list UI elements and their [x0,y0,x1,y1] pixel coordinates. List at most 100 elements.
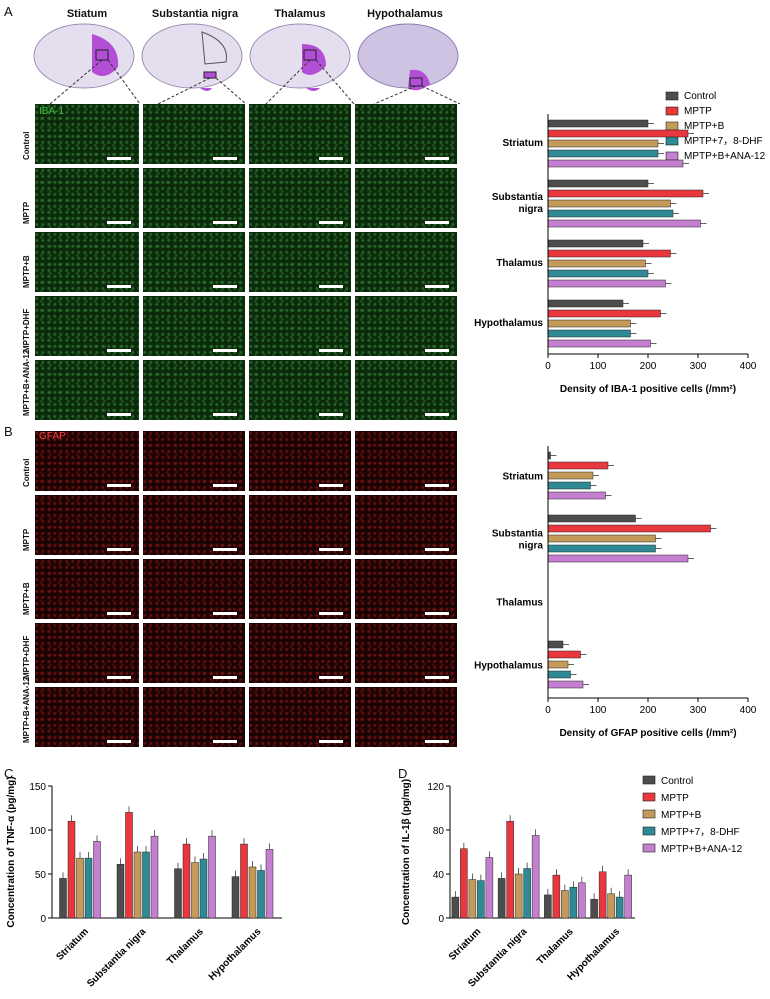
legend-swatch-3 [665,136,679,146]
scale-bar [425,349,449,352]
bar [624,874,632,919]
bar [547,329,631,338]
legend-label-1: MPTP [661,793,689,804]
category-label: nigra [519,204,544,215]
micrograph-r4-c1 [143,360,245,420]
bar [547,209,674,218]
scale-bar [425,548,449,551]
scale-bar [213,413,237,416]
bar [615,896,624,919]
scale-bar [213,484,237,487]
x-axis-title: Density of GFAP positive cells (/mm²) [559,728,736,739]
row-label-2: MPTP+B [22,255,31,288]
bar [485,857,494,919]
micrograph-r3-c3 [355,296,457,356]
bar [67,820,76,919]
row-label-4: MPTP+B+ANA-12 [22,349,31,416]
region-header-hypothalamus: Hypothalamus [367,8,443,20]
category-label: Hypothalamus [474,661,543,672]
x-tick-label: 100 [590,705,607,716]
row-label-0: Control [22,458,31,487]
micrograph-r3-c2 [249,623,351,683]
y-tick-label: 0 [40,914,46,925]
legend-swatch-0 [665,91,679,101]
y-tick-label: 0 [438,914,444,925]
category-label: Striatum [502,138,543,149]
x-tick-label: Striatum [447,926,484,963]
bar [590,899,598,919]
x-tick-label: 100 [590,361,607,372]
bar [547,279,666,288]
x-tick-label: Thalamus [165,926,206,967]
legend-label-3: MPTP+7，8-DHF [661,827,740,838]
x-axis-title: Density of IBA-1 positive cells (/mm²) [560,384,736,395]
bar [133,851,142,919]
bar [231,876,240,919]
x-tick-label: 400 [740,361,757,372]
bar [547,189,704,198]
bar [150,835,159,919]
legend-label-4: MPTP+B+ANA-12 [684,151,766,162]
scale-bar [213,612,237,615]
micrograph-r2-c1 [143,559,245,619]
brain-section-striatum [33,23,135,89]
category-label: Striatum [502,472,543,483]
panel-label-a: A [4,4,13,19]
scale-bar [213,740,237,743]
bar [199,858,208,919]
bar [547,471,594,480]
micrograph-r2-c3 [355,232,457,292]
micrograph-r3-c2 [249,296,351,356]
micrograph-r1-c0 [35,168,139,228]
micrograph-r1-c3 [355,495,457,555]
bar [84,857,93,919]
bar [208,835,216,919]
bar [451,896,460,919]
bar [125,812,133,919]
bar [460,848,468,919]
scale-bar [319,285,343,288]
micrograph-r4-c2 [249,687,351,747]
bar [547,199,671,208]
bar [607,893,615,919]
y-tick-label: 50 [35,870,47,881]
scale-bar [425,285,449,288]
bar [547,149,659,158]
legend-swatch-4 [665,151,679,161]
category-label: Thalamus [496,598,543,609]
scale-bar [319,484,343,487]
bar [552,874,561,919]
category-label: Thalamus [496,258,543,269]
scale-bar [107,221,131,224]
x-tick-label: 300 [690,705,707,716]
bar [547,159,684,168]
scale-bar [319,413,343,416]
brain-section-thalamus [249,23,351,91]
scale-bar [425,413,449,416]
scale-bar [107,612,131,615]
scale-bar [425,612,449,615]
stain-label-gfap: GFAP [39,431,66,442]
region-header-thalamus: Thalamus [274,8,326,20]
bar [93,841,101,919]
bar [76,857,84,919]
y-axis-title: Concentration of IL-1β (pg/mg) [401,779,412,925]
scale-bar [107,349,131,352]
bar [544,894,552,919]
scale-bar [213,676,237,679]
bar [240,843,248,919]
micrograph-r3-c1 [143,623,245,683]
region-header-substantia-nigra: Substantia nigra [151,8,239,20]
scale-bar [319,676,343,679]
bar [547,129,689,138]
chart-iba1: Control MPTP MPTP+B MPTP+7，8-DHF MPTP+B+ANA-… [474,91,766,395]
bar [598,871,607,919]
micrograph-r2-c2 [249,232,351,292]
micrograph-r4-c3 [355,360,457,420]
bar [531,835,540,919]
micrograph-r1-c2 [249,168,351,228]
legend-swatch-2 [642,809,656,819]
bar [547,259,646,268]
scale-bar [425,676,449,679]
